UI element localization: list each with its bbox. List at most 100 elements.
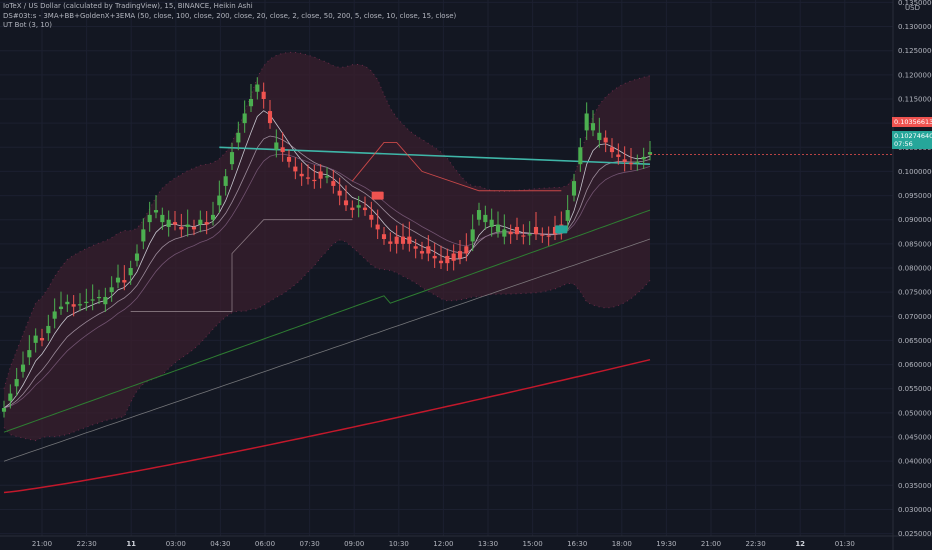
candle-up: [571, 181, 577, 196]
time-tick-label: 07:30: [300, 540, 320, 548]
price-tick-label: 0.07000000: [898, 313, 932, 321]
candle-down: [261, 91, 266, 99]
candles: [1, 77, 653, 418]
time-tick-label: 21:00: [701, 540, 721, 548]
price-tick-label: 0.06000000: [898, 361, 932, 369]
candle-down: [267, 111, 273, 124]
candle-down: [552, 226, 558, 235]
indicator-legend-1[interactable]: DS#03t:s - 3MA+BB+GoldenX+3EMA (50, clos…: [3, 11, 457, 20]
time-axis[interactable]: 21:00 22:30 11 03:00 04:30 06:00 07:30 09:00 10:…: [32, 540, 855, 548]
price-tag-red: 0.10356613: [892, 117, 932, 127]
candle-up: [641, 156, 646, 160]
candle-up: [476, 210, 482, 220]
candle-up: [160, 214, 165, 223]
ma-200-line: [3, 358, 651, 494]
price-tick-label: 0.03000000: [898, 506, 932, 514]
candle-up: [223, 176, 228, 186]
price-tag-green: 0.10274640 07:56: [892, 131, 932, 149]
candle-up: [14, 379, 19, 387]
candle-down: [457, 251, 463, 259]
candle-down: [622, 159, 627, 162]
chart-legend: IoTeX / US Dollar (calculated by Trading…: [3, 2, 456, 31]
candle-up: [185, 224, 190, 227]
buy-marker: [555, 225, 568, 234]
candle-up: [489, 219, 494, 227]
candle-up: [115, 277, 121, 283]
candle-down: [337, 190, 342, 196]
price-tick-label: 0.03500000: [898, 482, 932, 490]
time-tick-label: 12:00: [433, 540, 453, 548]
candle-down: [375, 224, 380, 230]
candle-up: [96, 296, 102, 299]
candle-up: [578, 147, 583, 165]
candle-up: [1, 408, 7, 412]
candle-down: [362, 207, 368, 211]
candle-down: [451, 253, 456, 261]
candle-down: [191, 226, 197, 230]
price-tick-label: 0.08000000: [898, 265, 932, 273]
candle-down: [603, 137, 608, 143]
time-tick-label: 11: [126, 540, 136, 548]
candle-down: [445, 255, 450, 264]
currency-label[interactable]: USD: [905, 4, 920, 12]
candle-up: [527, 234, 532, 236]
candle-up: [52, 311, 57, 319]
candle-down: [204, 222, 209, 225]
time-tick-label: 19:30: [656, 540, 676, 548]
price-tick-label: 0.04000000: [898, 458, 932, 466]
sell-marker: [371, 191, 384, 200]
candle-up: [20, 364, 26, 372]
price-tick-label: 0.06500000: [898, 337, 932, 345]
time-tick-label: 12: [795, 540, 805, 548]
candle-down: [350, 207, 355, 211]
candle-down: [381, 234, 387, 240]
price-tick-label: 0.09000000: [898, 216, 932, 224]
time-tick-label: 01:30: [835, 540, 855, 548]
candle-down: [388, 241, 393, 244]
time-tick-label: 03:00: [166, 540, 186, 548]
candle-up: [470, 229, 475, 242]
candle-down: [331, 181, 336, 186]
candle-up: [210, 214, 216, 220]
price-tick-label: 0.02500000: [898, 530, 932, 538]
candle-down: [533, 226, 539, 235]
price-tag-green-time: 07:56: [894, 140, 913, 148]
candle-down: [39, 338, 45, 341]
candle-up: [647, 152, 653, 155]
candle-up: [90, 299, 95, 301]
time-tick-label: 13:30: [478, 540, 498, 548]
price-tick-label: 0.11500000: [898, 95, 932, 103]
candle-down: [122, 280, 127, 283]
indicator-legend-2[interactable]: UT Bot (3, 10): [3, 21, 52, 29]
price-tick-label: 0.13500000: [898, 0, 932, 7]
candle-up: [217, 195, 222, 206]
price-tick-label: 0.12500000: [898, 47, 932, 55]
time-tick-label: 16:30: [567, 540, 587, 548]
candle-down: [540, 234, 545, 236]
candle-up: [103, 296, 108, 305]
candle-down: [286, 156, 292, 162]
candle-down: [432, 255, 437, 259]
price-tick-label: 0.09500000: [898, 192, 932, 200]
candle-down: [407, 236, 412, 244]
candle-down: [312, 179, 317, 182]
symbol-title[interactable]: IoTeX / US Dollar (calculated by Trading…: [3, 2, 253, 10]
candle-up: [147, 214, 152, 223]
ut-bot-stop-down: [351, 142, 562, 192]
candle-down: [514, 226, 520, 235]
candle-up: [597, 132, 602, 141]
candle-down: [419, 251, 425, 254]
candle-up: [274, 142, 279, 150]
time-tick-label: 21:00: [32, 540, 52, 548]
candle-up: [635, 161, 640, 163]
candle-up: [153, 210, 159, 213]
candle-up: [166, 219, 171, 227]
time-tick-label: 22:30: [746, 540, 766, 548]
candle-up: [33, 335, 38, 343]
candle-down: [628, 162, 634, 165]
time-tick-label: 18:00: [612, 540, 632, 548]
price-axis[interactable]: 0.13500000 0.13000000 0.12500000 0.12000000…: [898, 0, 932, 538]
time-tick-label: 22:30: [77, 540, 97, 548]
candle-up: [84, 301, 89, 304]
